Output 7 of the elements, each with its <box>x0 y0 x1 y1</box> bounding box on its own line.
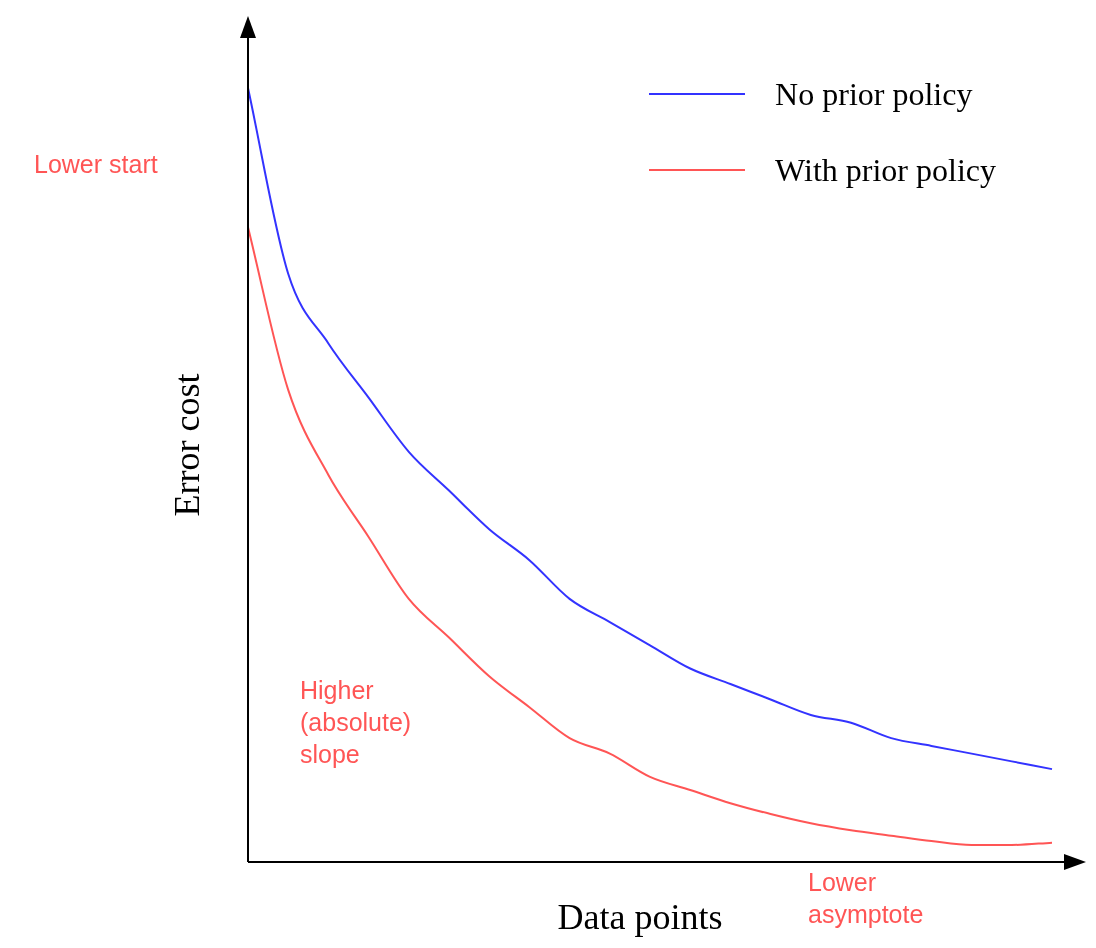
annotation: Higher (absolute) slope <box>300 676 412 769</box>
x-axis-title: Data points <box>557 897 723 938</box>
legend-label: No prior policy <box>775 75 973 113</box>
text: Lower start <box>34 150 158 179</box>
y-axis-title: Error cost <box>167 373 208 517</box>
legend-label: With prior policy <box>775 151 996 189</box>
text: Lower asymptote <box>808 868 924 929</box>
